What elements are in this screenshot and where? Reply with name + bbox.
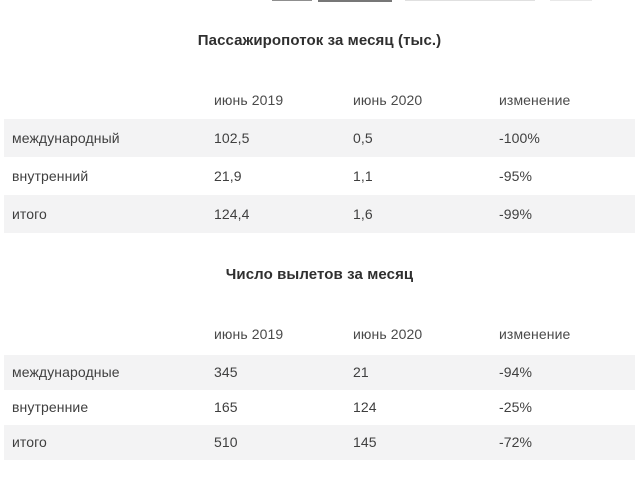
row-label: международные — [12, 364, 120, 380]
table-row: внутренний 21,9 1,1 -95% — [4, 157, 635, 195]
column-header-change: изменение — [499, 326, 571, 342]
departures-header-row: июнь 2019 июнь 2020 изменение — [4, 327, 635, 343]
table-row: международные 345 21 -94% — [4, 355, 635, 390]
cell-jun2020: 0,5 — [353, 130, 373, 146]
passenger-flow-title: Пассажиропоток за месяц (тыс.) — [197, 32, 442, 49]
cell-jun2019: 102,5 — [214, 130, 250, 146]
departures-title: Число вылетов за месяц — [225, 266, 414, 283]
row-label: международный — [12, 130, 120, 146]
cell-change: -100% — [499, 130, 540, 146]
column-header-change: изменение — [499, 92, 571, 108]
row-label: итого — [12, 206, 47, 222]
cell-jun2019: 124,4 — [214, 206, 250, 222]
column-header-jun2019: июнь 2019 — [214, 92, 284, 108]
cell-jun2019: 510 — [214, 434, 238, 450]
cell-jun2020: 145 — [353, 434, 377, 450]
row-label: внутренние — [12, 399, 89, 415]
table-row-total: итого 124,4 1,6 -99% — [4, 195, 635, 233]
cell-change: -99% — [499, 206, 533, 222]
cell-change: -94% — [499, 364, 533, 380]
cropped-content-edge — [405, 0, 535, 1]
cell-jun2019: 345 — [214, 364, 238, 380]
cell-jun2020: 1,6 — [353, 206, 373, 222]
cropped-content-edge — [272, 0, 312, 1]
passenger-flow-header-row: июнь 2019 июнь 2020 изменение — [4, 93, 635, 109]
row-label: итого — [12, 434, 47, 450]
column-header-jun2020: июнь 2020 — [353, 326, 423, 342]
cell-jun2020: 1,1 — [353, 168, 373, 184]
table-row: международный 102,5 0,5 -100% — [4, 119, 635, 157]
cell-change: -72% — [499, 434, 533, 450]
column-header-jun2019: июнь 2019 — [214, 326, 284, 342]
cropped-content-edge — [550, 0, 592, 1]
table-row: внутренние 165 124 -25% — [4, 390, 635, 425]
cropped-content-edge — [318, 0, 392, 2]
cell-change: -95% — [499, 168, 533, 184]
column-header-jun2020: июнь 2020 — [353, 92, 423, 108]
cell-jun2020: 124 — [353, 399, 377, 415]
cell-jun2020: 21 — [353, 364, 369, 380]
cell-jun2019: 21,9 — [214, 168, 242, 184]
cell-change: -25% — [499, 399, 533, 415]
cell-jun2019: 165 — [214, 399, 238, 415]
table-row-total: итого 510 145 -72% — [4, 425, 635, 460]
row-label: внутренний — [12, 168, 89, 184]
